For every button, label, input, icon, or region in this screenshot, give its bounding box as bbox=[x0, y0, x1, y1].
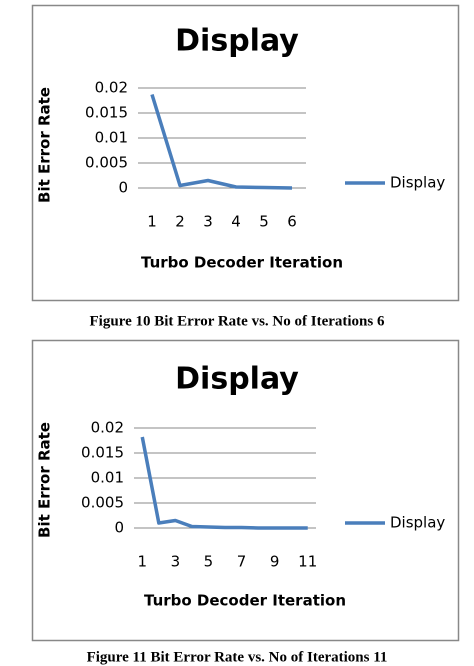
x-tick-label: 2 bbox=[175, 213, 185, 231]
x-tick-label: 7 bbox=[237, 553, 247, 571]
x-tick-label: 1 bbox=[147, 213, 157, 231]
x-tick-label: 3 bbox=[171, 553, 181, 571]
data-line bbox=[150, 93, 293, 190]
y-tick-label: 0.015 bbox=[85, 104, 128, 122]
figure-caption: Figure 10 Bit Error Rate vs. No of Itera… bbox=[90, 313, 385, 329]
y-tick-label: 0.015 bbox=[81, 444, 124, 462]
y-tick-label: 0.01 bbox=[91, 469, 124, 487]
y-axis-label: Bit Error Rate bbox=[36, 422, 54, 538]
chart-title: Display bbox=[175, 24, 299, 59]
chart-frame bbox=[31, 4, 460, 302]
x-tick-label: 9 bbox=[270, 553, 280, 571]
chart-title: Display bbox=[175, 362, 299, 397]
y-tick-label: 0 bbox=[118, 179, 128, 197]
y-tick-label: 0.005 bbox=[85, 154, 128, 172]
x-tick-label: 4 bbox=[231, 213, 241, 231]
x-tick-label: 5 bbox=[204, 553, 214, 571]
x-axis-label: Turbo Decoder Iteration bbox=[141, 254, 343, 272]
x-tick-label: 6 bbox=[287, 213, 297, 231]
legend-label: Display bbox=[390, 514, 445, 532]
x-tick-label: 3 bbox=[203, 213, 213, 231]
y-axis-label: Bit Error Rate bbox=[36, 87, 54, 203]
y-tick-label: 0.02 bbox=[91, 419, 124, 437]
x-tick-label: 5 bbox=[259, 213, 269, 231]
y-tick-label: 0 bbox=[114, 519, 124, 537]
y-tick-label: 0.005 bbox=[81, 494, 124, 512]
y-tick-label: 0.02 bbox=[95, 79, 128, 97]
chart-frame bbox=[31, 339, 460, 642]
x-tick-label: 11 bbox=[298, 553, 317, 571]
legend-label: Display bbox=[390, 174, 445, 192]
figure-caption: Figure 11 Bit Error Rate vs. No of Itera… bbox=[87, 649, 388, 665]
x-axis-label: Turbo Decoder Iteration bbox=[144, 592, 346, 610]
data-line bbox=[140, 436, 308, 530]
y-tick-label: 0.01 bbox=[95, 129, 128, 147]
x-tick-label: 1 bbox=[137, 553, 147, 571]
